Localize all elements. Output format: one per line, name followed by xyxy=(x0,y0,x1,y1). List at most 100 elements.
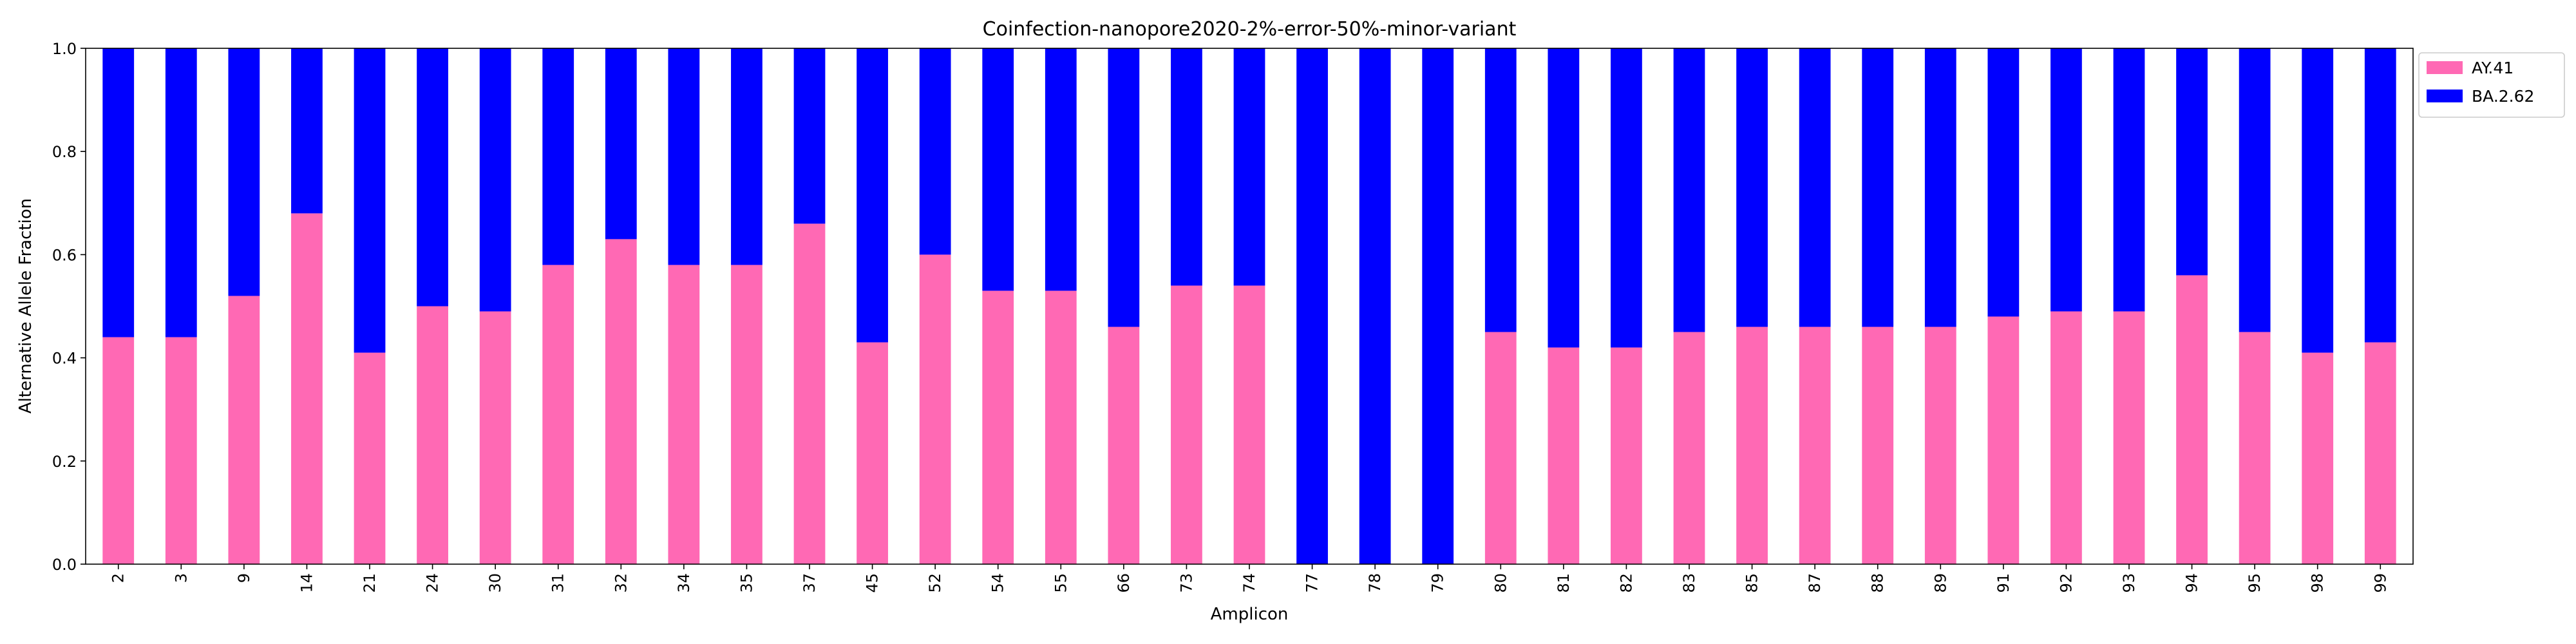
bar-series2-91 xyxy=(1987,48,2020,317)
bar-series2-66 xyxy=(1108,48,1140,327)
bar-series2-78 xyxy=(1359,48,1391,564)
y-axis-label: Alternative Allele Fraction xyxy=(16,198,35,413)
x-tick-label: 88 xyxy=(1869,573,1887,593)
bar-series2-88 xyxy=(1862,48,1894,327)
x-tick-label: 2 xyxy=(109,573,128,583)
bar-series1-9 xyxy=(228,296,260,564)
bar-series2-35 xyxy=(731,48,762,265)
x-tick-label: 91 xyxy=(1994,573,2012,593)
bar-series1-92 xyxy=(2050,311,2082,564)
y-tick-label: 0.6 xyxy=(52,246,77,264)
x-tick-label: 9 xyxy=(235,573,253,583)
x-tick-label: 79 xyxy=(1429,573,1447,593)
bar-series1-37 xyxy=(793,223,826,565)
plot-frame xyxy=(85,48,2414,565)
bar-series1-52 xyxy=(919,254,951,564)
x-tick-label: 77 xyxy=(1303,573,1321,593)
bar-series2-92 xyxy=(2050,48,2082,312)
bar-series1-93 xyxy=(2113,311,2145,564)
bar-series2-31 xyxy=(542,48,574,265)
x-tick-label: 99 xyxy=(2371,573,2389,593)
y-tick-label: 0.0 xyxy=(52,556,77,574)
bar-series2-37 xyxy=(793,48,826,224)
bar-series1-3 xyxy=(165,337,197,564)
bar-series2-93 xyxy=(2113,48,2145,312)
bar-series1-31 xyxy=(542,265,574,564)
bar-series1-35 xyxy=(731,265,762,564)
y-tick-label: 0.4 xyxy=(52,350,77,368)
bar-series1-85 xyxy=(1736,327,1768,564)
bar-series1-99 xyxy=(2364,342,2396,564)
legend: AY.41 BA.2.62 xyxy=(2418,52,2565,118)
legend-label: AY.41 xyxy=(2472,59,2514,77)
bar-series2-73 xyxy=(1171,48,1202,286)
x-tick-label: 35 xyxy=(737,573,755,593)
x-axis-label: Amplicon xyxy=(1211,605,1289,624)
bar-series2-89 xyxy=(1924,48,1956,327)
x-tick-label: 92 xyxy=(2057,573,2075,593)
bar-series2-87 xyxy=(1799,48,1831,327)
x-tick-label: 94 xyxy=(2183,573,2201,593)
legend-swatch xyxy=(2427,61,2463,74)
bar-series2-98 xyxy=(2302,48,2334,353)
bar-series2-55 xyxy=(1045,48,1077,291)
bar-series1-95 xyxy=(2239,332,2271,564)
bar-series2-24 xyxy=(417,48,448,307)
bar-series2-99 xyxy=(2364,48,2396,343)
bar-series2-54 xyxy=(982,48,1014,291)
x-tick-label: 89 xyxy=(1931,573,1949,593)
x-tick-label: 30 xyxy=(486,573,504,593)
bar-series2-21 xyxy=(354,48,386,353)
bar-series1-34 xyxy=(668,265,700,564)
x-tick-label: 55 xyxy=(1052,573,1070,593)
x-tick-label: 82 xyxy=(1617,573,1635,593)
bar-series1-83 xyxy=(1673,332,1705,564)
bar-series1-14 xyxy=(291,213,323,564)
x-tick-label: 73 xyxy=(1177,573,1195,593)
bar-series1-89 xyxy=(1924,327,1956,564)
x-tick-label: 95 xyxy=(2246,573,2264,593)
y-tick-label: 1.0 xyxy=(52,40,77,58)
bar-series1-21 xyxy=(354,352,386,564)
x-tick-label: 37 xyxy=(800,573,819,593)
bar-series1-45 xyxy=(857,342,888,564)
x-tick-label: 32 xyxy=(612,573,630,593)
x-tick-label: 83 xyxy=(1680,573,1698,593)
bar-series1-94 xyxy=(2176,275,2208,564)
x-tick-label: 34 xyxy=(675,573,693,593)
bar-series1-82 xyxy=(1611,347,1642,564)
bar-series1-55 xyxy=(1045,290,1077,564)
bar-series1-30 xyxy=(479,311,511,564)
bar-series1-74 xyxy=(1233,285,1265,564)
bar-series2-30 xyxy=(479,48,511,312)
bar-series1-80 xyxy=(1484,332,1517,564)
bar-series2-9 xyxy=(228,48,260,296)
x-tick-label: 3 xyxy=(172,573,190,583)
bar-series1-98 xyxy=(2302,352,2334,564)
x-axis: 2 3 9 14 21 24 30 31 32 34 35 37 45 52 54 55 66 73 74 77 78 7… xyxy=(109,564,2389,593)
bar-series1-32 xyxy=(605,239,637,564)
bar-series1-66 xyxy=(1108,327,1140,564)
x-tick-label: 31 xyxy=(549,573,567,593)
bar-series2-74 xyxy=(1233,48,1265,286)
bar-series1-2 xyxy=(102,337,135,564)
bar-series1-87 xyxy=(1799,327,1831,564)
bar-series2-32 xyxy=(605,48,637,240)
chart-title: Coinfection-nanopore2020-2%-error-50%-mi… xyxy=(983,18,1517,41)
x-tick-label: 78 xyxy=(1366,573,1384,593)
y-tick-label: 0.8 xyxy=(52,143,77,161)
bar-series2-52 xyxy=(919,48,951,255)
bar-series2-2 xyxy=(102,48,135,337)
bar-series1-81 xyxy=(1548,347,1580,564)
x-tick-label: 93 xyxy=(2120,573,2138,593)
bar-series2-83 xyxy=(1673,48,1705,332)
x-tick-label: 98 xyxy=(2309,573,2327,593)
bar-series2-3 xyxy=(165,48,197,337)
y-tick-label: 0.2 xyxy=(52,453,77,471)
x-tick-label: 74 xyxy=(1240,573,1258,593)
x-tick-label: 14 xyxy=(298,573,316,593)
bar-series2-81 xyxy=(1548,48,1580,348)
x-tick-label: 45 xyxy=(864,573,882,593)
x-tick-label: 80 xyxy=(1492,573,1510,593)
bar-series2-45 xyxy=(857,48,888,343)
